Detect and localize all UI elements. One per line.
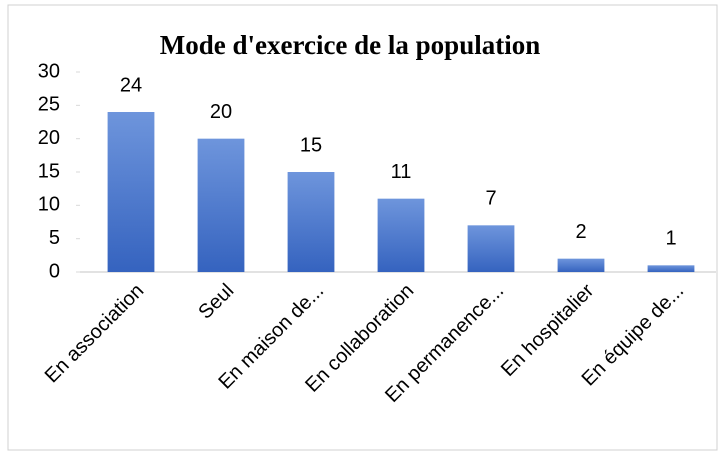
x-tick-label: En hospitalier <box>497 279 598 380</box>
y-tick-label: 30 <box>38 60 60 82</box>
bar <box>377 198 425 272</box>
y-tick-label: 15 <box>38 160 60 182</box>
bar <box>647 265 695 272</box>
data-label: 15 <box>300 134 322 156</box>
y-tick-label: 5 <box>49 227 60 249</box>
chart-border <box>7 4 718 451</box>
bar <box>197 138 245 272</box>
data-label: 2 <box>575 221 586 243</box>
data-label: 1 <box>665 228 676 250</box>
bar <box>557 258 605 272</box>
y-tick-label: 0 <box>49 260 60 282</box>
x-tick-label: Seul <box>194 280 238 324</box>
y-tick-label: 20 <box>38 127 60 149</box>
bar <box>107 112 155 272</box>
bar <box>467 225 515 272</box>
bar <box>287 172 335 272</box>
y-tick-label: 10 <box>38 194 60 216</box>
y-tick-label: 25 <box>38 94 60 116</box>
data-label: 11 <box>391 161 412 183</box>
data-label: 24 <box>120 74 142 96</box>
chart-title: Mode d'exercice de la population <box>160 30 540 60</box>
data-label: 20 <box>210 101 232 123</box>
x-tick-label: En association <box>41 280 149 388</box>
data-label: 7 <box>485 188 496 210</box>
